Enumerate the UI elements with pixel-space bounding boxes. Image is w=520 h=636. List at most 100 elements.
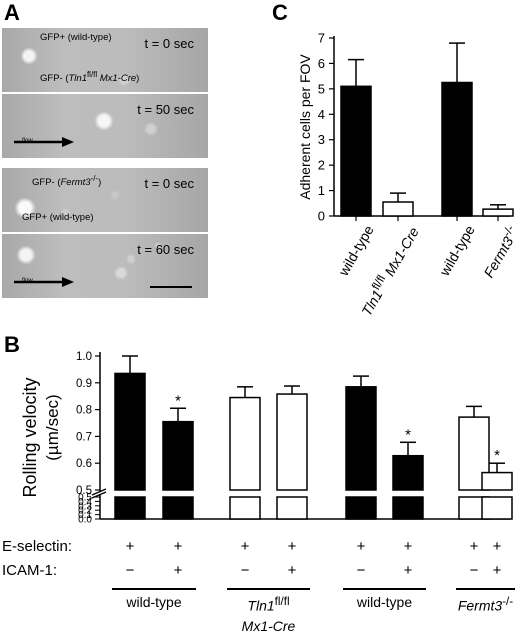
y-tick-label: 0.6 (76, 458, 92, 470)
y-tick-label: 3 (318, 132, 325, 147)
condition-symbol: − (469, 562, 479, 579)
y-tick-label: 0.2 (78, 506, 92, 517)
condition-symbol: + (173, 562, 183, 579)
condition-symbol: + (125, 538, 135, 555)
video-frame: t = 0 sec GFP- (Fermt3-/-) GFP+ (wild-type… (2, 168, 208, 232)
timestamp: t = 0 sec (144, 36, 195, 51)
bar-lower-segment (114, 496, 146, 520)
condition-symbol: + (403, 538, 413, 555)
group-underline (343, 588, 426, 590)
video-frame: t = 0 sec GFP+ (wild-type) GFP- (Tln1fl/fl… (2, 28, 208, 92)
cell-annotation: GFP- (Tln1fl/fl Mx1-Cre) (40, 70, 140, 85)
condition-symbol: − (125, 562, 135, 579)
group-underline (227, 588, 310, 590)
cell-image (16, 246, 36, 264)
bar (382, 201, 414, 217)
condition-symbol: + (469, 538, 479, 555)
cell-image (14, 198, 36, 218)
bar-lower-segment (229, 496, 261, 520)
cell-image (94, 112, 114, 130)
cell-image (154, 242, 162, 250)
y-axis-unit: (µm/sec) (43, 394, 62, 460)
cell-annotation: GFP- (Fermt3-/-) (32, 174, 102, 189)
bar (340, 85, 372, 217)
arrow-head (62, 137, 74, 147)
y-axis-label: Adherent cells per FOV (297, 54, 313, 200)
timestamp: t = 50 sec (137, 102, 194, 117)
bar-lower-segment (392, 496, 424, 520)
bar (441, 81, 473, 217)
cell-image (110, 190, 120, 200)
condition-symbol: + (173, 538, 183, 555)
group-underline (112, 588, 196, 590)
bar (114, 372, 146, 491)
condition-symbol: + (240, 538, 250, 555)
cell-image (114, 266, 128, 280)
condition-row-label: ICAM-1: (2, 562, 58, 579)
bar-lower-segment (276, 496, 308, 520)
bar-lower-segment (345, 496, 377, 520)
y-tick-label: 0.3 (78, 501, 92, 512)
bar (345, 386, 377, 491)
y-tick-label: 0.5 (76, 485, 92, 497)
condition-symbol: + (492, 562, 502, 579)
y-tick-label: 0.1 (78, 510, 92, 521)
y-tick-label: 0.8 (76, 405, 92, 417)
timestamp: t = 0 sec (144, 176, 195, 191)
cell-image (60, 208, 71, 219)
scale-bar (150, 286, 192, 288)
flow-arrow-icon (14, 277, 74, 287)
group-label: Fermt3-/- (457, 595, 514, 614)
y-tick-label: 1 (318, 183, 325, 198)
cell-image (144, 122, 158, 136)
arrow-head (62, 277, 74, 287)
y-tick-label: 4 (318, 107, 325, 122)
condition-row-label: E-selectin: (2, 538, 73, 555)
axis-break-mark (91, 491, 107, 499)
condition-symbol: + (287, 562, 297, 579)
significance-star: * (405, 426, 411, 443)
bar (276, 393, 308, 491)
y-tick-label: 0.7 (76, 431, 92, 443)
bar (482, 208, 514, 217)
cell-image (126, 254, 136, 264)
panel-label-b: B (4, 332, 20, 357)
condition-symbol: + (356, 538, 366, 555)
cell-annotation: GFP+ (wild-type) (22, 212, 94, 223)
video-frame: t = 60 secflow (2, 234, 208, 298)
group-label: wild-type (126, 594, 182, 610)
y-tick-label: 0.4 (78, 497, 92, 508)
y-tick-label: 7 (318, 31, 325, 46)
condition-symbol: + (403, 562, 413, 579)
y-tick-label: 0 (318, 209, 325, 224)
axis-break-mark (91, 488, 107, 496)
bar-lower-segment (481, 496, 513, 520)
y-tick-label: 1.0 (76, 351, 92, 363)
y-axis-label: Rolling velocity (20, 377, 40, 497)
y-tick-label: 0.5 (78, 493, 92, 504)
group-underline (456, 588, 515, 590)
condition-symbol: − (240, 562, 250, 579)
y-tick-label: 2 (318, 158, 325, 173)
rolling-velocity-chart: 0.5 0.6 0.7 0.8 0.9 1.0 0.00.10.20.30.40.5 Roll… (20, 351, 513, 526)
video-frame: t = 50 secflow (2, 94, 208, 158)
cell-image (20, 48, 38, 64)
panel-label-c: C (272, 0, 288, 25)
significance-star: * (175, 392, 181, 409)
bar (392, 454, 424, 491)
y-tick-label: 0.9 (76, 378, 92, 390)
cell-annotation: GFP+ (wild-type) (40, 32, 112, 43)
cell-image (118, 74, 130, 86)
bar (162, 420, 194, 491)
timestamp: t = 60 sec (137, 242, 194, 257)
group-label: Tln1fl/fl Mx1-Cre (241, 595, 296, 634)
bar (229, 396, 261, 491)
bar-lower-segment (162, 496, 194, 520)
condition-symbol: + (492, 538, 502, 555)
panel-label-a: A (4, 0, 20, 25)
condition-symbol: − (356, 562, 366, 579)
y-tick-label: 5 (318, 81, 325, 96)
y-tick-label: 0.0 (78, 515, 92, 526)
group-label: wild-type (356, 594, 413, 610)
